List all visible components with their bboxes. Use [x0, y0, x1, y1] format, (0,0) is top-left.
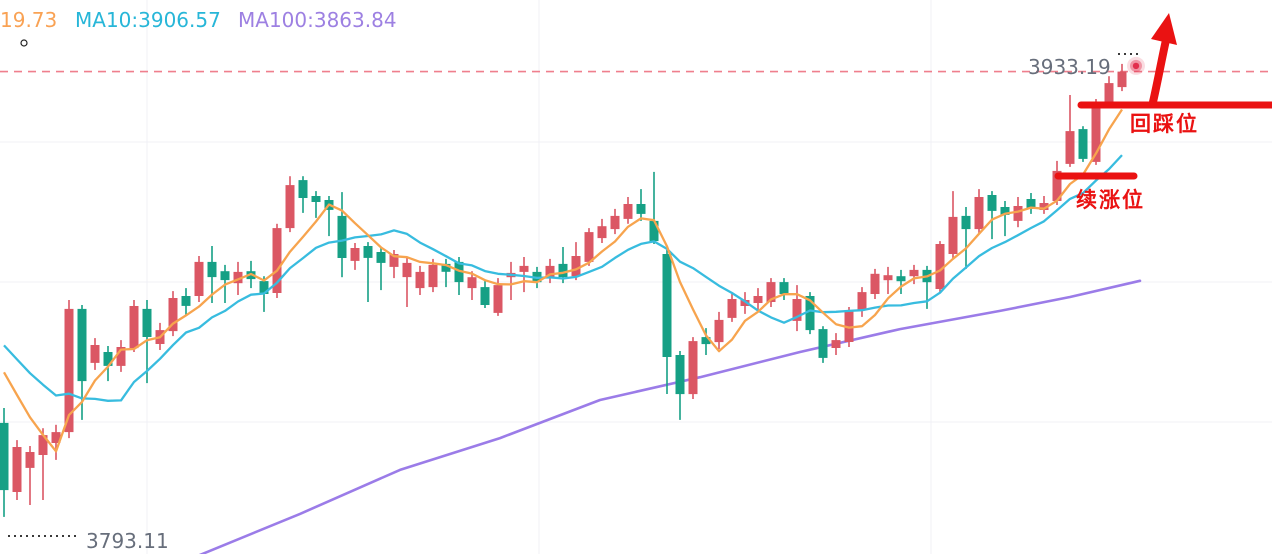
candle[interactable] — [116, 340, 126, 372]
candle[interactable] — [610, 208, 620, 235]
candle[interactable] — [51, 424, 61, 460]
candle[interactable] — [168, 291, 178, 337]
candle[interactable] — [38, 428, 48, 500]
candle[interactable] — [883, 266, 893, 294]
candle[interactable] — [636, 189, 646, 221]
candle[interactable] — [545, 258, 555, 284]
candle[interactable] — [506, 261, 516, 300]
candle[interactable] — [961, 207, 971, 269]
candle[interactable] — [402, 258, 412, 307]
candle[interactable] — [298, 176, 308, 213]
continuation-annotation-label[interactable]: 续涨位 — [1076, 188, 1145, 212]
candle[interactable] — [792, 285, 802, 332]
up-arrow-annotation[interactable] — [1149, 13, 1177, 106]
candles-layer — [0, 63, 1127, 517]
candle[interactable] — [571, 242, 581, 281]
candle[interactable] — [1078, 126, 1088, 162]
candle[interactable] — [1039, 196, 1049, 214]
candle[interactable] — [376, 247, 386, 291]
ma5-line — [3, 108, 1123, 453]
candle[interactable] — [0, 408, 9, 517]
candle[interactable] — [12, 440, 22, 500]
candle[interactable] — [857, 287, 867, 317]
candle[interactable] — [896, 269, 906, 294]
candle[interactable] — [1026, 193, 1036, 214]
candle[interactable] — [623, 197, 633, 224]
candle[interactable] — [753, 288, 763, 311]
candle[interactable] — [129, 300, 139, 352]
candle[interactable] — [831, 333, 841, 355]
ma10-line — [3, 154, 1123, 402]
candle[interactable] — [818, 326, 828, 363]
candle[interactable] — [558, 247, 568, 284]
candle[interactable] — [766, 278, 776, 307]
legend-ma100-value: MA100:3863.84 — [238, 8, 397, 32]
candle[interactable] — [103, 346, 113, 382]
candle[interactable] — [649, 171, 659, 244]
candle[interactable] — [597, 218, 607, 243]
current-price-label: 3933.19 — [1028, 55, 1111, 79]
candle[interactable] — [584, 228, 594, 266]
candle[interactable] — [870, 268, 880, 299]
candle[interactable] — [662, 250, 672, 394]
candle[interactable] — [1052, 160, 1062, 205]
candle[interactable] — [389, 250, 399, 279]
legend-ma5-value: 19.73 — [0, 8, 58, 32]
candle[interactable] — [363, 242, 373, 302]
candle[interactable] — [740, 292, 750, 314]
candle[interactable] — [688, 337, 698, 399]
candle[interactable] — [701, 328, 711, 355]
candle[interactable] — [1117, 63, 1127, 92]
candle[interactable] — [311, 191, 321, 218]
candle[interactable] — [714, 311, 724, 349]
circle-marker[interactable] — [20, 39, 28, 47]
candle[interactable] — [948, 191, 958, 258]
candle[interactable] — [779, 278, 789, 300]
candle[interactable] — [1000, 201, 1010, 237]
candle[interactable] — [272, 223, 282, 298]
candle[interactable] — [974, 189, 984, 234]
ma100-line — [198, 279, 1142, 554]
candle[interactable] — [415, 265, 425, 295]
candle[interactable] — [1065, 95, 1075, 167]
last-price-marker — [1127, 56, 1145, 75]
candle[interactable] — [25, 446, 35, 505]
candle[interactable] — [285, 176, 295, 233]
candle[interactable] — [194, 256, 204, 302]
legend-ma10-value: MA10:3906.57 — [75, 8, 221, 32]
candle[interactable] — [90, 338, 100, 370]
candle[interactable] — [675, 351, 685, 420]
candle[interactable] — [324, 196, 334, 237]
pullback-annotation-label[interactable]: 回踩位 — [1130, 112, 1199, 136]
range-low-label: 3793.11 — [86, 529, 169, 553]
candle[interactable] — [337, 192, 347, 278]
candle[interactable] — [987, 191, 997, 240]
candle[interactable] — [727, 294, 737, 322]
candle[interactable] — [181, 288, 191, 315]
candle[interactable] — [467, 271, 477, 300]
candle[interactable] — [519, 257, 529, 293]
candle[interactable] — [441, 258, 451, 288]
candle[interactable] — [909, 264, 919, 285]
candle[interactable] — [480, 281, 490, 308]
candle[interactable] — [350, 243, 360, 270]
candle[interactable] — [935, 241, 945, 293]
